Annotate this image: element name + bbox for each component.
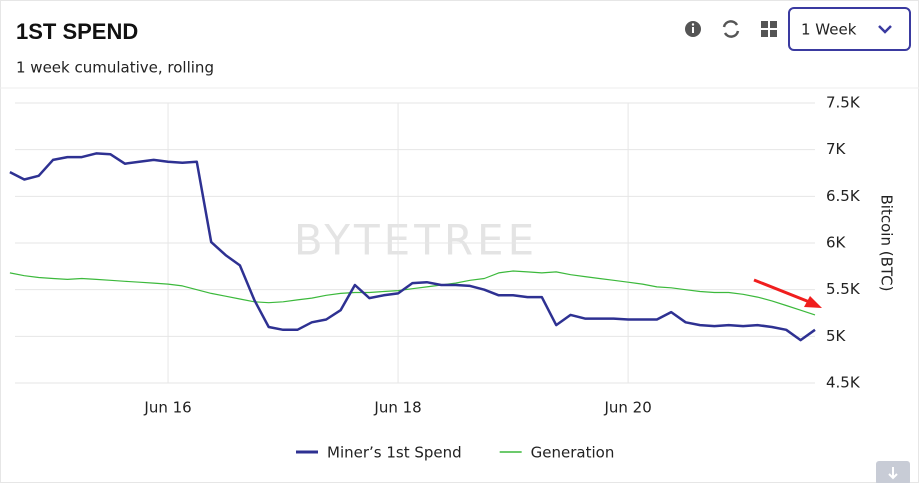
series-line — [9, 152, 816, 342]
series-line — [9, 270, 816, 316]
refresh-icon[interactable] — [722, 20, 740, 38]
y-tick-label: 6.5K — [826, 187, 861, 205]
y-tick-label: 5.5K — [826, 280, 861, 298]
layout-icon[interactable] — [761, 21, 777, 37]
y-tick-label: 4.5K — [826, 374, 861, 392]
chart-title: 1ST SPEND — [16, 19, 138, 44]
x-tick-label: Jun 20 — [603, 399, 651, 417]
dropdown-value[interactable]: 1 Week — [801, 21, 857, 39]
y-tick-label: 7.5K — [826, 94, 861, 112]
legend-label: Generation — [531, 444, 615, 462]
annotation-arrow — [753, 278, 822, 308]
chart-subtitle: 1 week cumulative, rolling — [16, 59, 214, 77]
y-axis-label: Bitcoin (BTC) — [878, 195, 896, 292]
x-tick-label: Jun 16 — [143, 399, 191, 417]
watermark: BYTETREE — [294, 216, 538, 265]
x-tick-label: Jun 18 — [373, 399, 421, 417]
legend-label: Miner’s 1st Spend — [327, 444, 462, 462]
y-tick-label: 5K — [826, 327, 847, 345]
range-dropdown[interactable]: 1 Week — [788, 7, 911, 51]
y-tick-label: 7K — [826, 140, 847, 158]
y-tick-label: 6K — [826, 234, 847, 252]
download-button[interactable] — [876, 461, 910, 483]
info-icon[interactable] — [685, 21, 701, 37]
